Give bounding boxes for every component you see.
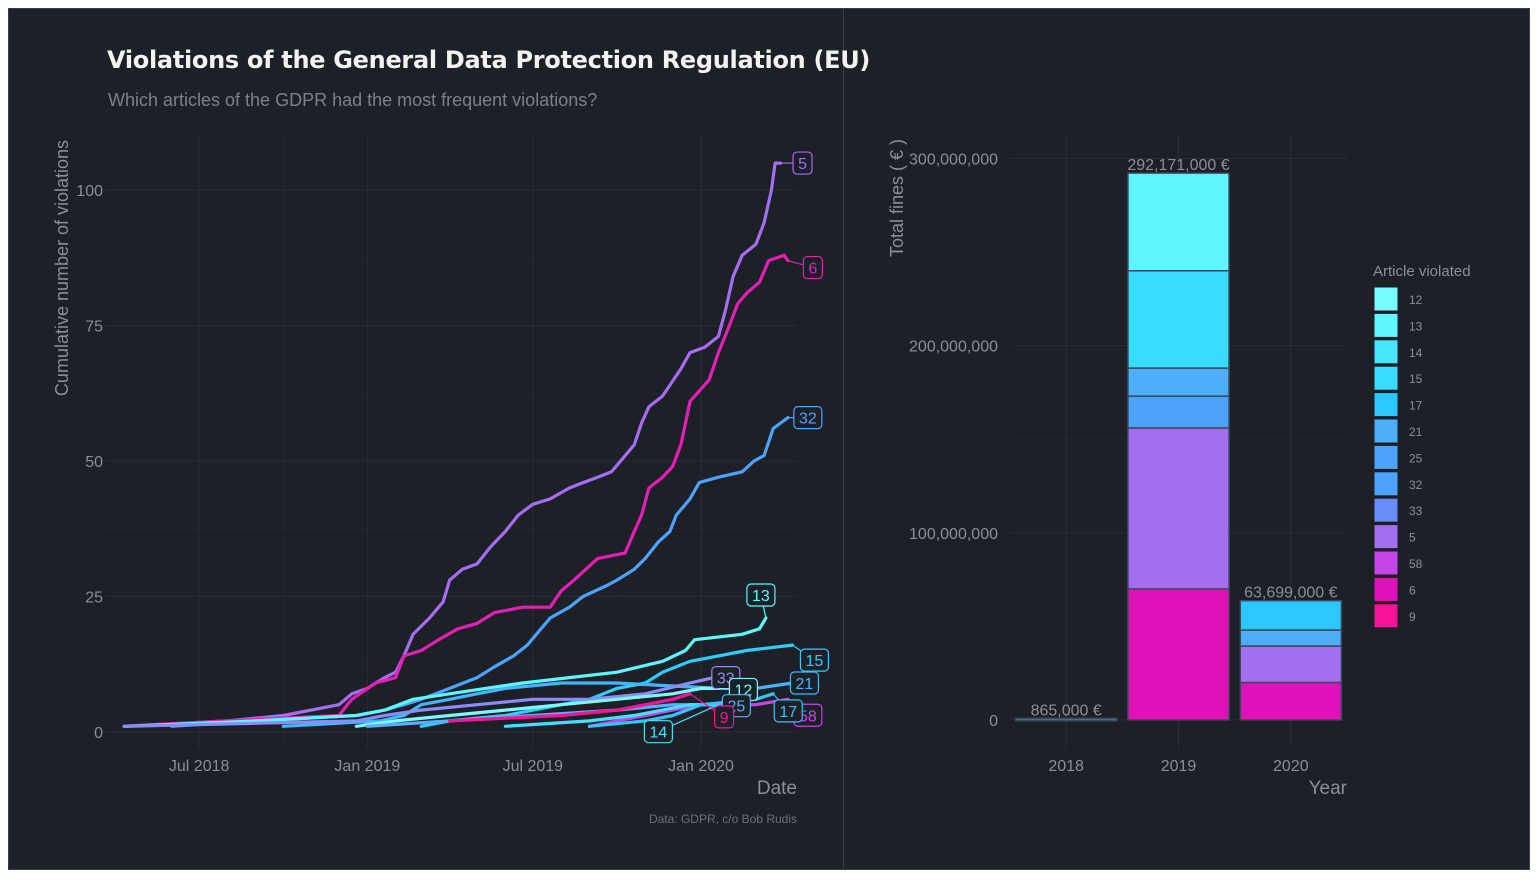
series-line-12: [354, 686, 721, 728]
series-line-58: [587, 697, 790, 728]
legend-key-9: [1373, 603, 1399, 629]
legend-key-14: [1373, 339, 1399, 365]
bar-segment-2020-article-21: [1239, 629, 1343, 647]
legend-label-5: 5: [1409, 531, 1416, 545]
bar-segment-2019-article-6: [1127, 588, 1230, 721]
series-line-14: [503, 703, 721, 728]
legend-label-21: 21: [1409, 425, 1423, 439]
y-axis-title: Cumulative number of violations: [52, 140, 72, 396]
series-label-box-5: [792, 151, 813, 175]
series-label-box-17: [773, 699, 803, 723]
legend-label-58: 58: [1409, 557, 1423, 571]
series-label-box-6: [802, 255, 823, 280]
series-label-box-13: [746, 583, 776, 607]
page-title: Violations of the General Data Protectio…: [107, 46, 871, 74]
legend-key-25: [1373, 444, 1399, 470]
series-end-label-17: 17: [779, 704, 797, 721]
bar-total-label: 865,000 €: [1031, 702, 1102, 719]
series-end-label-13: 13: [752, 588, 770, 605]
series-end-label-6: 6: [808, 261, 817, 278]
bar-segment-2020-article-15: [1239, 599, 1343, 631]
x-tick-label: Jul 2019: [503, 758, 564, 775]
series-end-label-15: 15: [806, 653, 824, 670]
series-end-label-32: 32: [799, 411, 817, 428]
panel-divider: [843, 8, 844, 870]
bar-segment-2019-article-13: [1127, 172, 1230, 272]
legend-key-6: [1373, 576, 1399, 602]
bar-segment-2019-article-15: [1127, 270, 1230, 369]
y-axis-title: Total fines ( € ): [887, 139, 907, 257]
legend-label-17: 17: [1409, 399, 1423, 413]
series-label-box-9: [713, 705, 735, 729]
bar-segment-2020-article-6: [1239, 681, 1343, 721]
legend-key-17: [1373, 392, 1399, 418]
legend-label-6: 6: [1409, 583, 1416, 597]
legend-key-12: [1373, 286, 1399, 312]
legend-key-21: [1373, 418, 1399, 444]
bar-total-label: 63,699,000 €: [1244, 585, 1338, 602]
series-line-17: [587, 692, 775, 728]
y-tick-label: 100: [76, 183, 103, 200]
series-line-13: [122, 616, 768, 728]
y-tick-label: 75: [85, 319, 103, 336]
y-tick-label: 50: [85, 454, 103, 471]
bar-segment-2018: [1014, 717, 1118, 722]
bar-segment-2019-article-5: [1127, 427, 1230, 590]
series-end-label-58: 58: [799, 708, 817, 725]
legend-label-9: 9: [1409, 610, 1416, 624]
series-label-box-21: [789, 671, 820, 695]
x-tick-label: Jul 2018: [169, 758, 230, 775]
legend-key-5: [1373, 524, 1399, 550]
legend-label-14: 14: [1409, 346, 1423, 360]
y-tick-label: 0: [989, 713, 998, 730]
legend-key-32: [1373, 471, 1399, 497]
y-tick-label: 100,000,000: [909, 526, 998, 543]
bar-segment-2019-article-21: [1127, 367, 1230, 397]
data-source-caption: Data: GDPR, c/o Bob Rudis: [648, 812, 797, 826]
legend-key-33: [1373, 497, 1399, 523]
series-label-box-32: [793, 406, 823, 430]
legend-label-32: 32: [1409, 478, 1423, 492]
series-label-box-15: [799, 648, 830, 672]
series-label-box-14: [643, 720, 673, 744]
legend-key-13: [1373, 312, 1399, 338]
y-tick-label: 25: [85, 589, 103, 606]
series-line-9: [448, 692, 692, 723]
x-tick-label: 2019: [1161, 758, 1197, 775]
series-line-32: [170, 416, 790, 728]
bar-total-label: 292,171,000 €: [1127, 157, 1229, 174]
series-end-label-21: 21: [796, 676, 814, 693]
y-tick-label: 0: [94, 725, 103, 742]
page-subtitle: Which articles of the GDPR had the most …: [108, 90, 598, 110]
y-tick-label: 300,000,000: [909, 151, 998, 168]
legend-key-58: [1373, 550, 1399, 576]
x-axis-title: Date: [757, 778, 797, 799]
x-axis-title: Year: [1309, 778, 1348, 799]
bar-segment-2019-article-32: [1127, 395, 1230, 429]
series-line-5: [122, 161, 783, 728]
y-tick-label: 200,000,000: [909, 339, 998, 356]
x-tick-label: Jan 2020: [668, 758, 734, 775]
legend-label-13: 13: [1409, 319, 1423, 333]
bar-segment-2020-article-5: [1239, 645, 1343, 684]
series-end-label-9: 9: [720, 710, 729, 727]
series-end-label-5: 5: [798, 156, 807, 173]
legend-label-12: 12: [1409, 293, 1423, 307]
legend-label-25: 25: [1409, 451, 1423, 465]
series-line-33: [122, 675, 716, 728]
x-tick-label: Jan 2019: [334, 758, 400, 775]
legend-label-15: 15: [1409, 372, 1423, 386]
x-tick-label: 2018: [1048, 758, 1084, 775]
series-end-label-14: 14: [649, 725, 667, 742]
series-line-6: [122, 253, 790, 728]
x-tick-label: 2020: [1273, 758, 1309, 775]
legend-label-33: 33: [1409, 504, 1423, 518]
legend-title: Article violated: [1373, 263, 1471, 280]
legend-key-15: [1373, 365, 1399, 391]
